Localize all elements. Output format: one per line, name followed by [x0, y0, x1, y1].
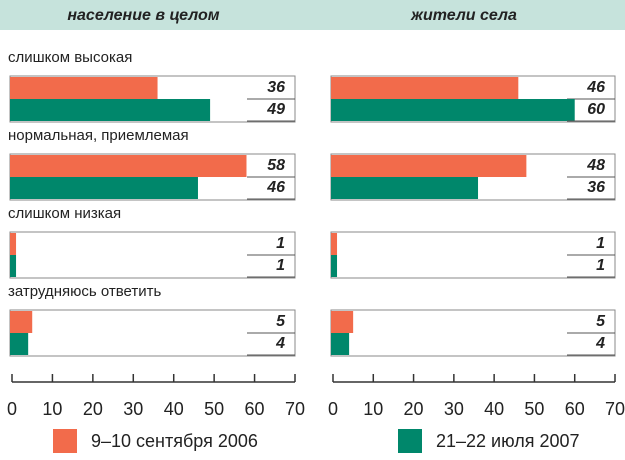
value-label: 46	[266, 179, 285, 196]
bar	[331, 333, 350, 355]
value-label: 58	[267, 157, 285, 174]
bar	[10, 155, 247, 177]
bar	[10, 311, 33, 333]
x-tick-label: 0	[328, 399, 338, 419]
x-tick-label: 10	[42, 399, 62, 419]
legend-label: 21–22 июля 2007	[436, 431, 580, 451]
bar	[331, 233, 338, 255]
legend-label: 9–10 сентября 2006	[91, 431, 258, 451]
value-label: 4	[595, 335, 605, 352]
value-label: 48	[586, 157, 605, 174]
bar	[331, 255, 338, 277]
category-label: затрудняюсь ответить	[8, 283, 161, 300]
x-tick-label: 60	[565, 399, 585, 419]
value-label: 1	[276, 257, 285, 274]
bar	[10, 77, 158, 99]
x-tick-label: 30	[123, 399, 143, 419]
bar	[10, 99, 211, 121]
value-label: 1	[596, 235, 605, 252]
x-tick-label: 50	[524, 399, 544, 419]
value-label: 1	[596, 257, 605, 274]
legend-swatch	[53, 429, 77, 453]
x-tick-label: 0	[7, 399, 17, 419]
header-band	[0, 0, 625, 30]
bar	[331, 311, 354, 333]
legend-swatch	[398, 429, 422, 453]
bar	[10, 255, 17, 277]
bar	[10, 177, 198, 199]
value-label: 4	[275, 335, 285, 352]
bar	[10, 333, 29, 355]
panel-title: население в целом	[67, 7, 219, 24]
x-tick-label: 40	[484, 399, 504, 419]
x-tick-label: 20	[404, 399, 424, 419]
bar	[331, 99, 575, 121]
value-label: 60	[587, 101, 605, 118]
panel-title: жители села	[410, 7, 517, 24]
value-label: 49	[266, 101, 285, 118]
x-tick-label: 70	[605, 399, 625, 419]
bar	[331, 77, 519, 99]
value-label: 36	[587, 179, 605, 196]
bar	[331, 177, 479, 199]
value-label: 5	[276, 313, 286, 330]
value-label: 1	[276, 235, 285, 252]
x-tick-label: 60	[245, 399, 265, 419]
x-tick-label: 70	[285, 399, 305, 419]
category-label: слишком низкая	[8, 205, 121, 222]
x-tick-label: 30	[444, 399, 464, 419]
value-label: 36	[267, 79, 285, 96]
x-tick-label: 40	[164, 399, 184, 419]
x-tick-label: 10	[363, 399, 383, 419]
x-tick-label: 20	[83, 399, 103, 419]
value-label: 46	[586, 79, 605, 96]
x-tick-label: 50	[204, 399, 224, 419]
bar	[10, 233, 17, 255]
value-label: 5	[596, 313, 606, 330]
bar	[331, 155, 527, 177]
category-label: нормальная, приемлемая	[8, 127, 189, 144]
category-label: слишком высокая	[8, 49, 132, 66]
